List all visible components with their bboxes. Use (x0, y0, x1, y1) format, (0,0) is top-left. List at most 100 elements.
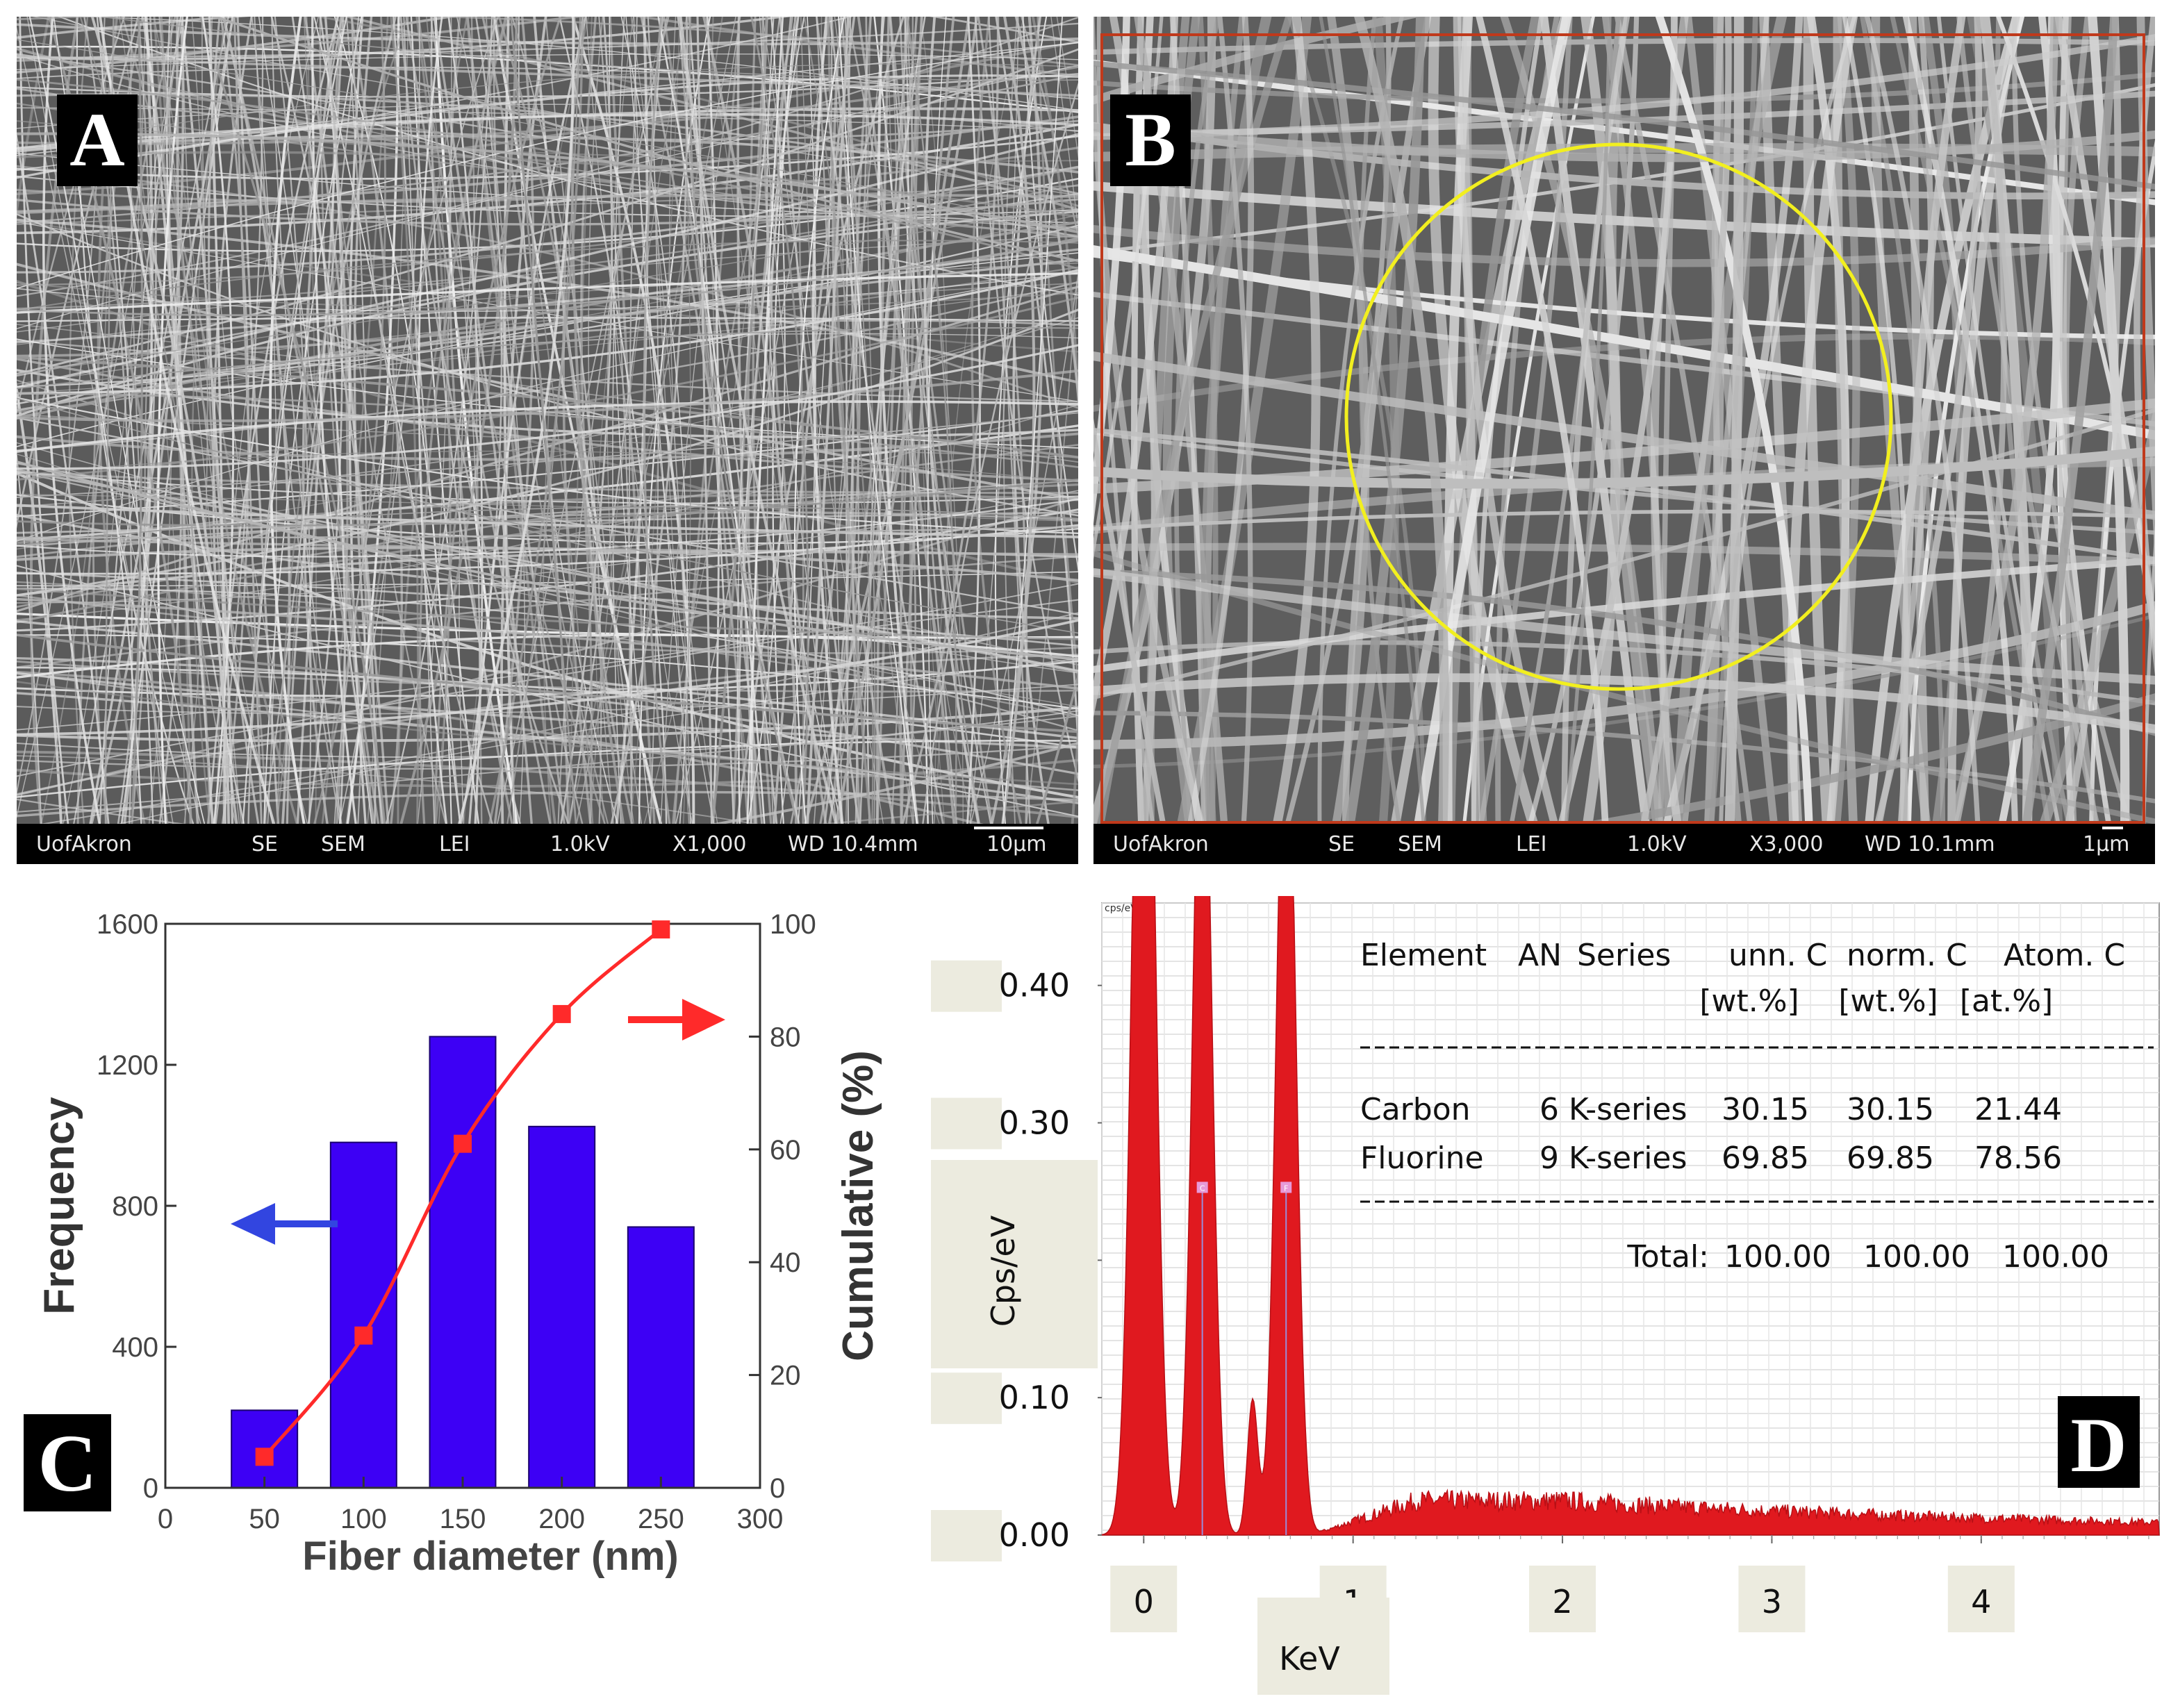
fiber (1012, 17, 1050, 824)
fiber (1025, 267, 1078, 824)
y-tick-box (931, 1097, 1002, 1150)
fiber (643, 17, 671, 824)
fiber (157, 17, 189, 824)
fiber (851, 17, 873, 824)
fiber (17, 240, 1078, 317)
sem-scale-label: 10μm (987, 832, 1047, 856)
fiber (251, 17, 277, 824)
fiber (418, 17, 448, 824)
fiber (17, 565, 1078, 818)
eds-spectrum-chart: cps/eVCF0.000.100.200.300.4001234KeVCps/… (931, 896, 2160, 1695)
fiber (806, 17, 850, 824)
sem-scale-bar (974, 827, 1043, 829)
fiber (351, 17, 493, 824)
fiber (1093, 569, 2155, 736)
fiber (17, 107, 1078, 131)
peak-marker-box (1280, 1181, 1292, 1193)
fiber (307, 17, 343, 824)
fiber (927, 17, 947, 824)
fiber (324, 17, 349, 824)
fiber (1719, 17, 1857, 824)
fiber (1093, 60, 2155, 190)
table-header: Series (1577, 938, 1671, 973)
fiber (761, 17, 827, 824)
fiber (17, 258, 1078, 412)
x-tick-box (1529, 1566, 1596, 1632)
left-axis-arrow-head (231, 1203, 275, 1245)
fiber (17, 740, 1078, 798)
sem-org: UofAkron (1113, 832, 1209, 856)
fiber (296, 17, 345, 824)
histogram-bar (627, 1226, 695, 1489)
fiber (268, 17, 306, 824)
x-tick-label: 150 (440, 1504, 486, 1534)
fiber (899, 17, 923, 824)
y-tick-label: 0 (143, 1473, 158, 1504)
table-cell: Carbon (1360, 1092, 1471, 1127)
fiber (1640, 17, 1732, 824)
fiber (26, 17, 201, 824)
fiber (2142, 524, 2155, 824)
fiber (17, 26, 174, 824)
fiber (838, 17, 918, 824)
fiber (17, 588, 1078, 717)
fiber (1860, 17, 1946, 824)
fiber (17, 135, 1078, 180)
fiber (17, 42, 1078, 156)
corner-unit-label: cps/eV (1105, 903, 1137, 914)
fiber (247, 17, 343, 824)
x-tick-label: 3 (1762, 1583, 1782, 1620)
x-tick-label: 4 (1971, 1583, 1991, 1620)
fiber (2088, 17, 2130, 824)
histogram-panel: 0 50 100 150 200 250 300 0 400 800 1200 1600 0 20 40 60… (17, 903, 913, 1584)
fiber (1002, 17, 1063, 824)
fiber (17, 132, 1078, 234)
fiber (702, 17, 798, 824)
fiber (17, 344, 1078, 470)
fiber (17, 710, 1078, 758)
fiber (1921, 17, 1964, 824)
y-tick-label: 1200 (97, 1050, 158, 1081)
histogram-bar (528, 1125, 596, 1489)
sem-detector: LEI (1516, 832, 1547, 856)
fiber (1093, 351, 2155, 520)
fiber (678, 17, 800, 824)
fiber (17, 22, 1078, 59)
sem-voltage: 1.0kV (1627, 832, 1687, 856)
fiber (17, 594, 1078, 654)
sem-mode: SE (251, 832, 278, 856)
sem-working-distance: WD 10.4mm (788, 832, 918, 856)
fiber (1476, 17, 1609, 824)
fiber (1002, 17, 1018, 824)
fiber (17, 55, 1078, 97)
fiber (1093, 418, 1166, 824)
sem-image-b: B UofAkron SE SEM LEI 1.0kV X3,000 WD 10… (1093, 17, 2155, 864)
fiber (17, 462, 1078, 672)
fiber (1900, 17, 1966, 824)
fiber (131, 17, 143, 824)
table-header: unn. C (1728, 938, 1827, 973)
fiber (1093, 673, 2155, 733)
fiber (657, 17, 766, 824)
fiber (568, 17, 723, 824)
table-total: 100.00 (1724, 1239, 1831, 1275)
panel-label-b: B (1110, 94, 1191, 186)
fiber (17, 493, 1078, 522)
fiber (1724, 17, 1744, 824)
fiber (746, 17, 784, 824)
fiber (17, 281, 1078, 451)
fiber (1704, 17, 1725, 824)
table-cell: Fluorine (1360, 1141, 1484, 1176)
fiber (17, 790, 1078, 818)
y-tick-label: 0.00 (999, 1516, 1070, 1554)
table-header: Element (1360, 938, 1487, 973)
fiber (17, 619, 1078, 736)
x-tick-box (1738, 1566, 1806, 1632)
y-tick-label: 400 (112, 1332, 158, 1363)
fiber (263, 17, 363, 824)
x-tick-label: 0 (158, 1504, 173, 1534)
fiber (966, 17, 981, 824)
sem-mode: SE (1328, 832, 1355, 856)
fiber (17, 524, 1078, 575)
fiber (276, 17, 311, 824)
